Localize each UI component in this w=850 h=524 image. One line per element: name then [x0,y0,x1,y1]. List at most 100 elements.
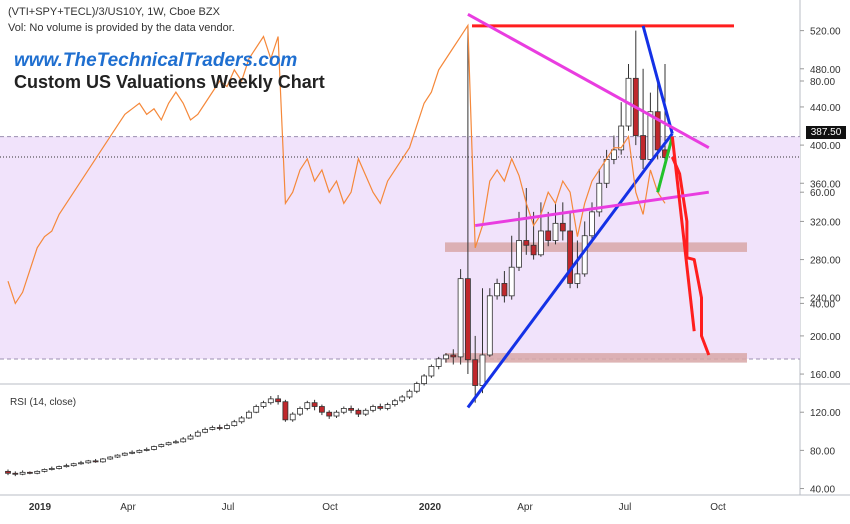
watermark-text: www.TheTechnicalTraders.com [14,50,298,71]
candle-body [603,159,610,184]
chart-title: Custom US Valuations Weekly Chart [14,72,325,92]
time-tick-label: Apr [120,502,136,513]
volume-note: Vol: No volume is provided by the data v… [8,22,235,34]
candle-body [333,411,340,417]
candle-body [289,413,296,421]
candle-body [92,460,99,463]
triangle-upper-line [641,25,674,135]
candle-body [267,398,274,404]
candle-body [304,402,311,409]
price-tick-label: 200.00 [810,332,841,343]
time-tick-label: 2020 [419,502,442,513]
price-tick-label: 520.00 [810,27,841,38]
candle-body [26,471,33,474]
candle-body [421,375,428,384]
candle-body [640,135,646,160]
support-zone [445,353,747,363]
candle-body [348,408,355,411]
candle-body [494,283,501,297]
candle-body [501,283,508,297]
candle-body [231,421,238,426]
candle-body [457,278,464,358]
candle-body [245,411,252,419]
candle-body [78,462,84,465]
price-tick-label: 480.00 [810,65,841,76]
candle-body [48,468,55,470]
candle-body [216,427,223,429]
candle-body [129,451,136,454]
candle-body [435,358,442,367]
candle-body [340,408,347,413]
candle-body [370,406,376,411]
candle-body [589,211,595,237]
candle-body [100,458,106,463]
candle-body [172,441,179,444]
time-tick-label: Apr [517,502,533,513]
price-tick-label: 320.00 [810,217,841,228]
candle-body [428,366,435,377]
candle-body [121,452,128,456]
rsi-tick-label: 40.00 [810,299,835,310]
candle-body [253,406,260,413]
price-tick-label: 400.00 [810,141,841,152]
candle-body [165,442,172,446]
candle-body [406,390,413,398]
candle-body [362,409,369,415]
rsi-tick-label: 80.00 [810,77,835,88]
time-tick-label: Oct [710,502,726,513]
candle-body [413,383,420,392]
candle-body [545,230,552,241]
candle-body [224,425,230,429]
candle-body [238,417,245,423]
candle-body [464,278,471,361]
candle-body [611,149,617,160]
candle-body [194,431,201,437]
candle-body [275,398,282,403]
candle-body [158,444,165,447]
candle-body [143,449,150,451]
candle-body [618,125,625,151]
triangle-lower-line [649,132,674,164]
candle-body [472,359,479,386]
candle-body [559,222,566,232]
candle-body [552,222,559,241]
candle-body [151,446,157,450]
candle-body [5,470,11,474]
candle-body [63,465,70,468]
candle-body [530,244,537,256]
price-tick-label: 280.00 [810,256,841,267]
candle-body [70,463,77,467]
candle-body [508,266,515,297]
rsi-line [7,23,666,305]
candle-body [355,409,362,415]
time-tick-label: Jul [619,502,632,513]
candle-body [311,402,318,407]
price-tick-label: 240.00 [810,294,841,305]
candle-body [282,401,289,421]
candle-body [41,469,48,472]
candle-body [574,273,581,284]
candle-body [567,230,573,284]
candle-body [260,402,267,407]
candle-body [399,396,406,402]
candle-body [377,406,384,409]
candle-body [107,456,114,460]
candle-body [187,435,194,440]
current-price-tag: 387.50 [806,126,846,139]
price-tick-label: 360.00 [810,179,841,190]
price-tick-label: 80.00 [810,446,835,457]
candle-body [523,240,530,246]
candle-body [391,400,398,405]
candle-body [12,472,19,475]
candle-body [486,295,493,356]
candle-body [479,354,486,386]
projection-path [670,156,711,356]
time-tick-label: Jul [222,502,235,513]
candle-body [538,230,544,256]
candle-body [516,240,522,268]
candle-body [180,438,187,443]
candle-body [450,354,457,358]
candle-body [596,182,603,213]
